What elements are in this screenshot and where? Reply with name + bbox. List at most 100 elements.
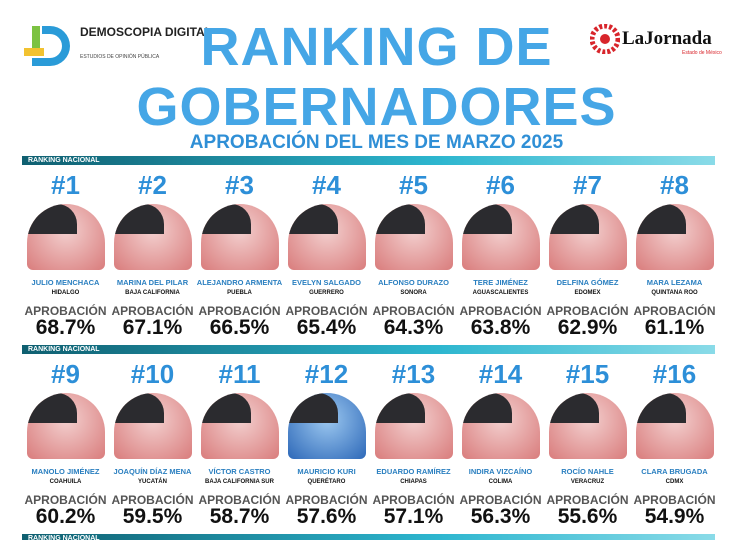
portrait-body [287,393,338,423]
portrait [113,204,192,270]
portrait-body [548,393,599,423]
approval-value: 64.3% [383,316,444,339]
portrait-body [548,204,599,234]
governor-state: QUERÉTARO [307,479,346,485]
approval-value: 63.8% [470,316,531,339]
portrait-body [113,204,164,234]
portrait [26,393,105,459]
approval-value: 60.2% [35,505,96,528]
governor-state: PUEBLA [227,290,252,296]
governor-state: VERACRUZ [570,479,605,485]
section-band: RANKING NACIONAL [22,156,715,165]
governor-state: EDOMEX [574,290,601,296]
governor-state: BAJA CALIFORNIA SUR [205,479,274,485]
rank: #10 [130,359,175,389]
governor-state: CDMX [665,479,684,485]
rank: #8 [660,170,689,200]
governor-state: GUERRERO [309,290,344,296]
approval-label: APROBACIÓN [459,304,542,318]
portrait [287,204,366,270]
governor-name: JOAQUÍN DÍAZ MENA [113,467,192,476]
portrait [374,393,453,459]
approval-value: 61.1% [644,316,705,339]
approval-label: APROBACIÓN [372,493,455,507]
portrait [548,393,627,459]
rank: #16 [652,359,697,389]
governor-name: MAURICIO KURI [297,467,356,476]
governor-name: EVELYN SALGADO [292,278,361,287]
approval-value: 67.1% [122,316,183,339]
governor-state: YUCATÁN [138,479,167,485]
portrait-body [461,204,512,234]
governor-name: JULIO MENCHACA [31,278,100,287]
approval-value: 54.9% [644,505,705,528]
portrait [113,393,192,459]
governor-state: CHIAPAS [400,479,427,485]
portrait-body [374,393,425,423]
governor-name: MANOLO JIMÉNEZ [31,467,100,476]
portrait-body [26,204,77,234]
governor-state: AGUASCALIENTES [472,290,529,296]
portrait [548,204,627,270]
logo-text: LaJornada [622,28,712,49]
approval-value: 68.7% [35,316,96,339]
rank: #12 [304,359,349,389]
approval-label: APROBACIÓN [546,304,629,318]
approval-value: 58.7% [209,505,270,528]
governor-name: ALEJANDRO ARMENTA [196,278,283,287]
governor-name: ALFONSO DURAZO [378,278,449,287]
portrait [200,393,279,459]
portrait-body [26,393,77,423]
logo-tagline: Estado de México [682,50,722,56]
rank: #5 [399,170,428,200]
rank: #1 [51,170,80,200]
rank: #2 [138,170,167,200]
approval-label: APROBACIÓN [111,304,194,318]
approval-label: APROBACIÓN [372,304,455,318]
approval-value: 57.1% [383,505,444,528]
approval-value: 66.5% [209,316,270,339]
rank: #13 [391,359,436,389]
governor-name: TERE JIMÉNEZ [473,278,528,287]
logo-mark [590,24,620,54]
governor-name: INDIRA VIZCAÍNO [468,467,533,476]
section-band: RANKING NACIONAL [22,534,715,540]
approval-label: APROBACIÓN [285,493,368,507]
rank: #7 [573,170,602,200]
rank: #4 [312,170,341,200]
portrait-body [287,204,338,234]
portrait-body [374,204,425,234]
rank: #3 [225,170,254,200]
governor-name: VÍCTOR CASTRO [208,467,271,476]
portrait-body [200,393,251,423]
approval-value: 65.4% [296,316,357,339]
portrait [635,204,714,270]
section-band: RANKING NACIONAL [22,345,715,354]
approval-value: 59.5% [122,505,183,528]
portrait-body [635,204,686,234]
portrait [200,204,279,270]
governor-state: QUINTANA ROO [651,290,698,296]
governor-name: EDUARDO RAMÍREZ [376,467,451,476]
portrait-body [113,393,164,423]
governor-name: MARINA DEL PILAR [116,278,189,287]
approval-label: APROBACIÓN [24,304,107,318]
approval-label: APROBACIÓN [198,493,281,507]
portrait [374,204,453,270]
rank: #9 [51,359,80,389]
governor-name: CLARA BRUGADA [641,467,708,476]
rank: #6 [486,170,515,200]
portrait-body [635,393,686,423]
portrait [26,204,105,270]
governor-state: HIDALGO [51,290,80,296]
governor-state: COLIMA [488,479,513,485]
governor-name: ROCÍO NAHLE [561,467,614,476]
portrait [287,393,366,459]
title-line: GOBERNADORES [136,77,617,137]
approval-value: 55.6% [557,505,618,528]
governor-name: MARA LEZAMA [646,278,703,287]
portrait-body [461,393,512,423]
logo-text: DEMOSCOPIA DIGITAL [80,25,212,39]
governor-name: DELFINA GÓMEZ [556,278,619,287]
